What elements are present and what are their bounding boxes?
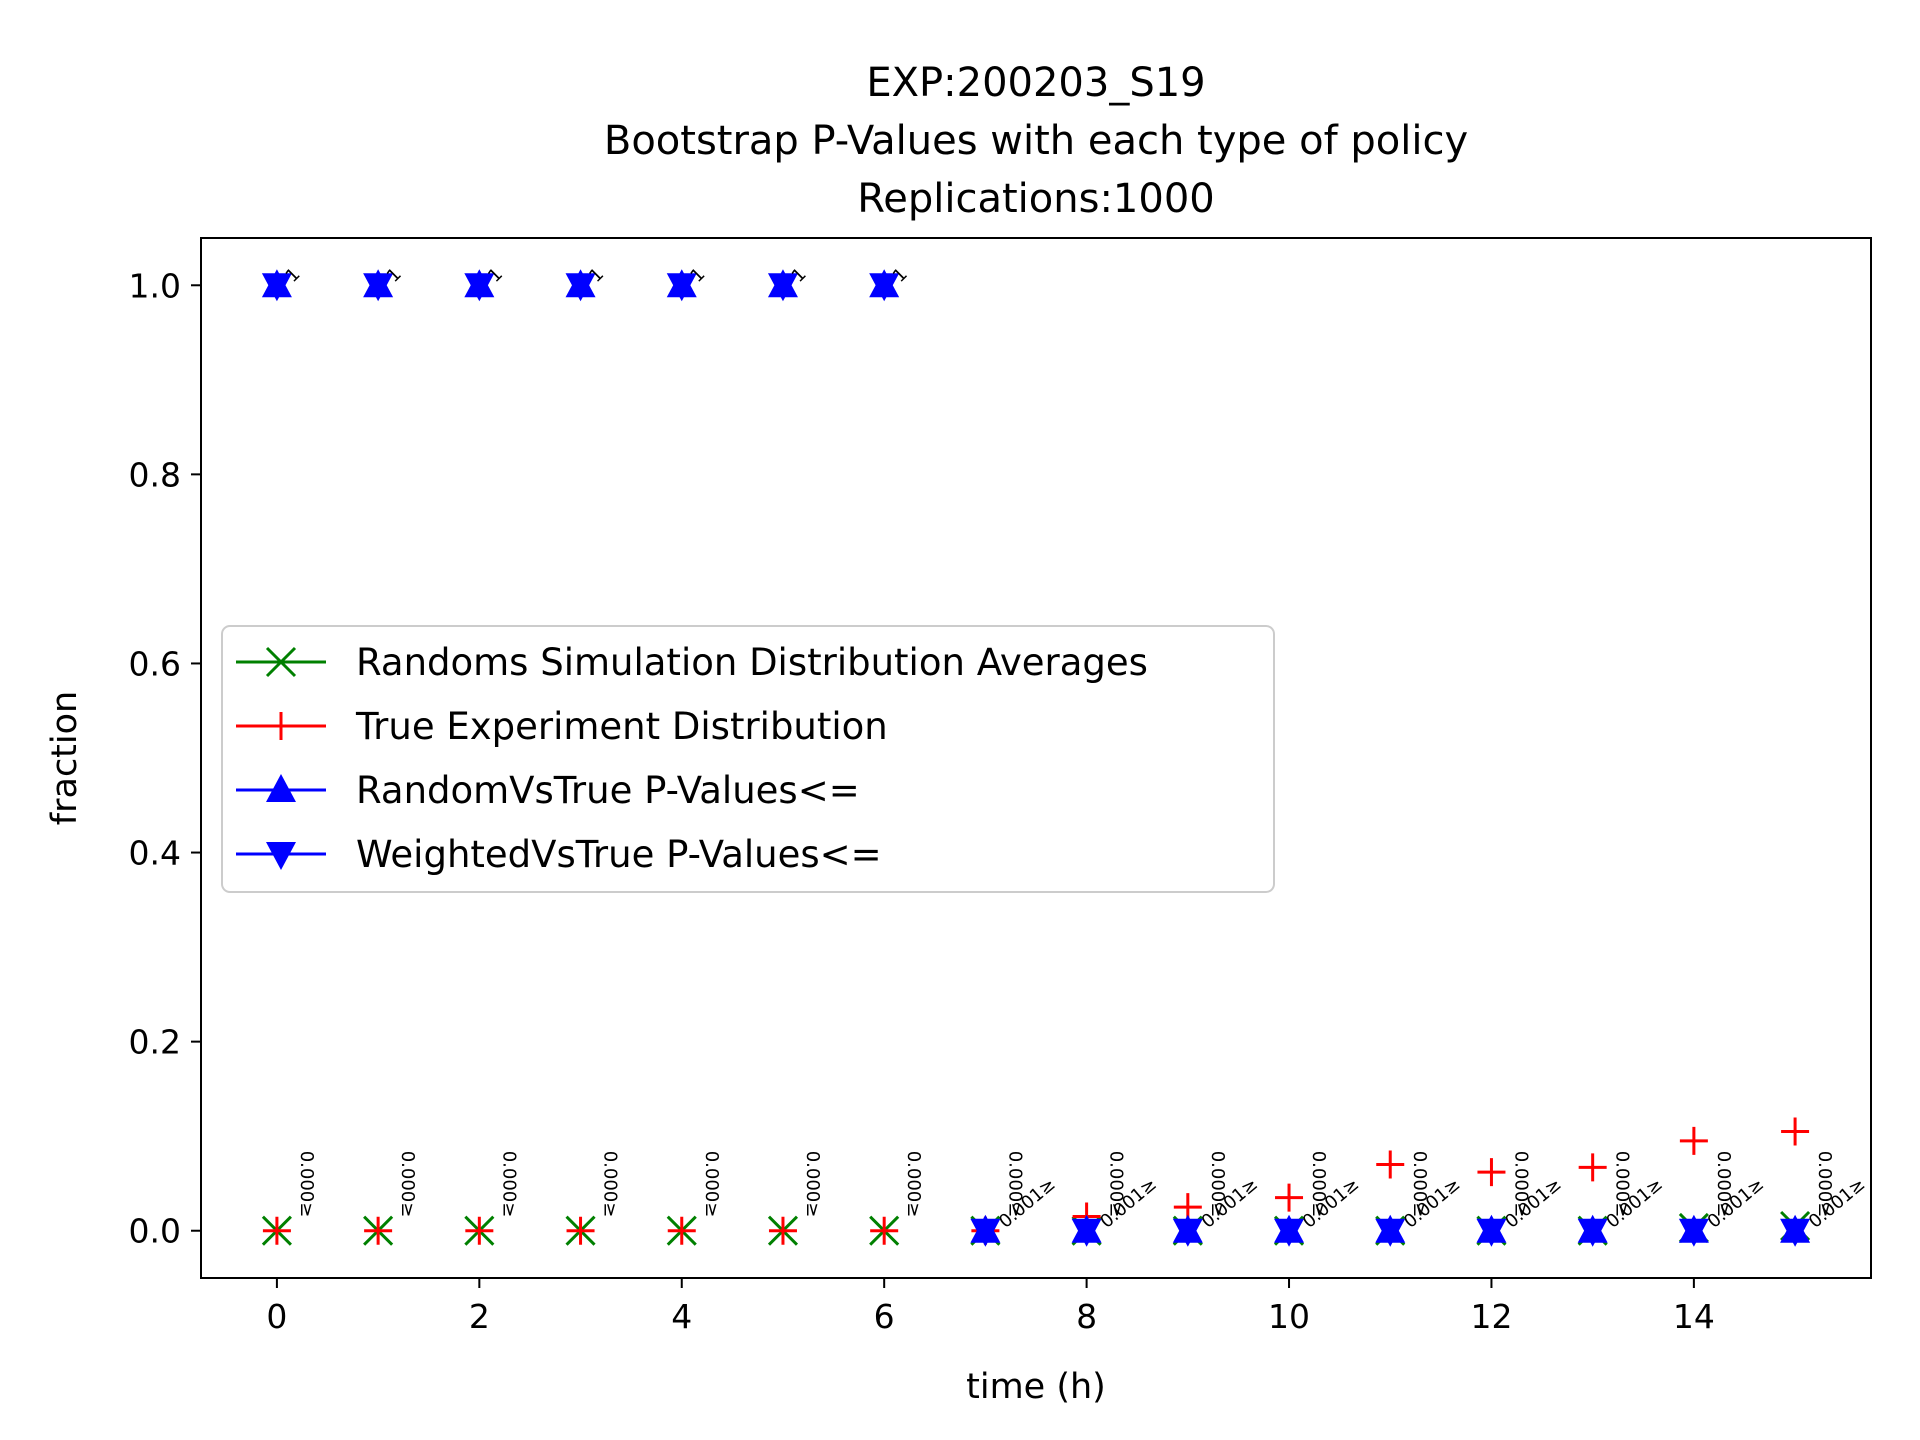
y-tick-label-1: 0.2 — [129, 1023, 181, 1062]
annotation-vertical-15: 0.000≥ — [1814, 1151, 1835, 1218]
annotation-vertical-0: 0.000≥ — [296, 1151, 317, 1218]
y-axis: 0.0 0.2 0.4 0.6 0.8 1.0 — [129, 266, 201, 1251]
annotation-vertical-9: 0.000≥ — [1207, 1151, 1228, 1218]
annotation-vertical-1: 0.000≥ — [397, 1151, 418, 1218]
legend-item-1: Randoms Simulation Distribution Averages — [236, 641, 1148, 684]
data-point-s2-0 — [262, 1216, 291, 1245]
y-tick-label-4: 0.8 — [129, 455, 181, 494]
legend-frame — [221, 625, 1275, 893]
data-point-s4-12 — [1476, 1218, 1507, 1247]
y-tick-label-3: 0.6 — [129, 644, 181, 683]
annotation-vertical-5: 0.000≥ — [802, 1151, 823, 1218]
legend-marker-2 — [267, 712, 295, 740]
data-point-s2-4 — [667, 1216, 696, 1245]
annotation-vertical-2: 0.000≥ — [498, 1151, 519, 1218]
data-point-s4-4 — [666, 273, 697, 302]
y-tick-label-2: 0.4 — [129, 834, 181, 873]
data-point-s4-7 — [970, 1218, 1001, 1247]
data-point-s4-1 — [363, 273, 394, 302]
data-point-s2-15 — [1781, 1117, 1810, 1146]
x-tick-label-4: 8 — [1076, 1297, 1097, 1336]
y-tick-label-5: 1.0 — [129, 266, 181, 305]
x-tick-label-5: 10 — [1268, 1297, 1310, 1336]
series-4 — [261, 273, 1811, 1247]
annotation-vertical-14: 0.000≥ — [1713, 1151, 1734, 1218]
x-tick-label-2: 4 — [671, 1297, 692, 1336]
data-point-s4-3 — [565, 273, 596, 302]
legend-label-2: True Experiment Distribution — [355, 705, 888, 748]
data-point-s4-15 — [1780, 1218, 1811, 1247]
series-2 — [262, 1117, 1810, 1245]
legend-label-1: Randoms Simulation Distribution Averages — [356, 641, 1148, 684]
annotation-vertical-7: 0.000≥ — [1004, 1151, 1025, 1218]
data-point-s2-1 — [364, 1216, 393, 1245]
data-point-s4-9 — [1172, 1218, 1203, 1247]
x-tick-label-0: 0 — [266, 1297, 287, 1336]
data-point-s2-3 — [566, 1216, 595, 1245]
data-point-s2-6 — [870, 1216, 899, 1245]
data-point-s4-6 — [869, 273, 900, 302]
data-point-s4-11 — [1375, 1218, 1406, 1247]
legend-marker-3 — [266, 774, 296, 802]
annotation-vertical-13: 0.000≥ — [1612, 1151, 1633, 1218]
legend-item-3: RandomVsTrue P-Values<= — [236, 769, 860, 812]
data-point-s4-2 — [464, 273, 495, 302]
annotation-vertical-10: 0.000≥ — [1308, 1151, 1329, 1218]
data-point-s2-14 — [1679, 1126, 1708, 1155]
chart-title-line-2: Bootstrap P-Values with each type of pol… — [604, 118, 1468, 164]
chart-title-line-1: EXP:200203_S19 — [866, 60, 1205, 106]
legend-item-2: True Experiment Distribution — [236, 705, 888, 748]
data-point-s2-5 — [768, 1216, 797, 1245]
x-axis: 0 2 4 6 8 10 12 14 — [266, 1278, 1715, 1336]
data-point-s4-10 — [1274, 1218, 1305, 1247]
annotation-vertical-11: 0.000≥ — [1409, 1151, 1430, 1218]
legend-item-4: WeightedVsTrue P-Values<= — [236, 833, 882, 876]
data-point-s2-12 — [1477, 1158, 1506, 1187]
data-point-s4-14 — [1678, 1218, 1709, 1247]
data-point-s4-5 — [767, 273, 798, 302]
x-tick-label-1: 2 — [469, 1297, 490, 1336]
annotation-vertical-4: 0.000≥ — [701, 1151, 722, 1218]
annotation-vertical-6: 0.000≥ — [903, 1151, 924, 1218]
legend: Randoms Simulation Distribution Averages… — [221, 625, 1275, 893]
chart-title-line-3: Replications:1000 — [857, 176, 1214, 222]
x-axis-label: time (h) — [966, 1367, 1106, 1407]
x-tick-label-6: 12 — [1470, 1297, 1512, 1336]
data-point-s4-0 — [261, 273, 292, 302]
data-point-s4-8 — [1071, 1218, 1102, 1247]
x-tick-label-7: 14 — [1673, 1297, 1715, 1336]
x-tick-label-3: 6 — [874, 1297, 895, 1336]
data-point-s2-2 — [465, 1216, 494, 1245]
annotation-vertical-8: 0.000≥ — [1106, 1151, 1127, 1218]
annotation-vertical-3: 0.000≥ — [600, 1151, 621, 1218]
annotation-vertical-12: 0.000≥ — [1510, 1151, 1531, 1218]
data-point-s2-11 — [1376, 1150, 1405, 1179]
data-point-s2-13 — [1578, 1153, 1607, 1182]
plot-frame — [200, 237, 1872, 1279]
legend-marker-4 — [266, 842, 296, 870]
data-point-s4-13 — [1577, 1218, 1608, 1247]
y-tick-label-0: 0.0 — [129, 1212, 181, 1251]
data-point-s2-10 — [1275, 1183, 1304, 1212]
legend-label-4: WeightedVsTrue P-Values<= — [356, 833, 882, 876]
y-axis-label: fraction — [45, 691, 85, 825]
legend-marker-1 — [265, 646, 297, 678]
legend-label-3: RandomVsTrue P-Values<= — [356, 769, 860, 812]
